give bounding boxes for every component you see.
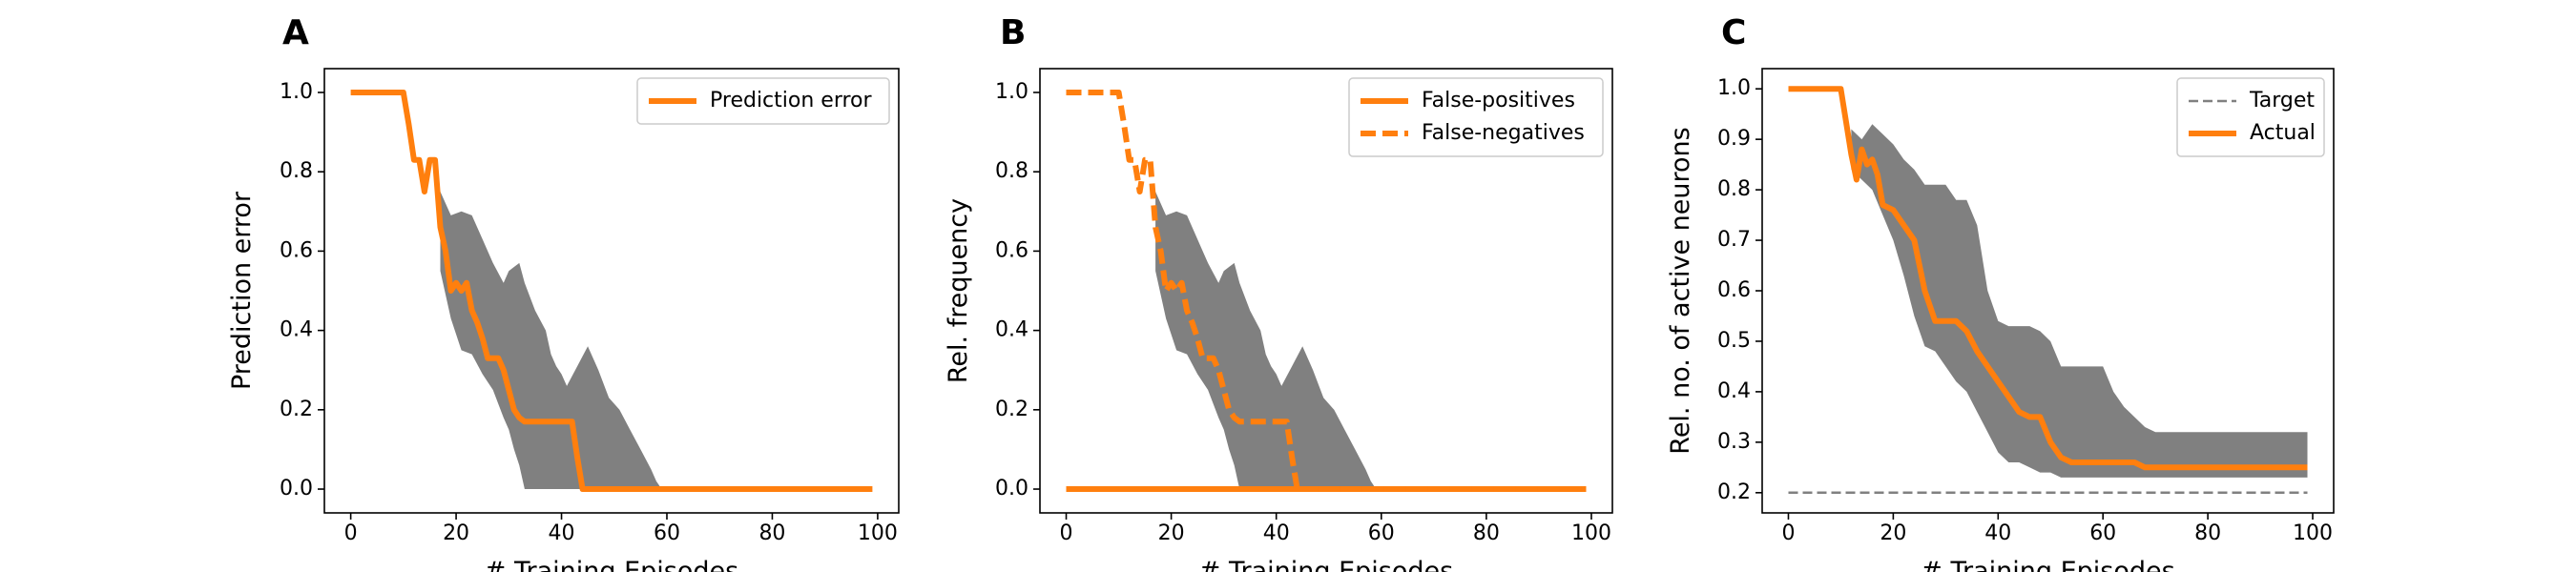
legend: Target Actual <box>2176 77 2325 157</box>
y-tick-label: 0.6 <box>1717 278 1751 302</box>
x-tick-label: 40 <box>549 521 575 545</box>
y-axis-label: Rel. no. of active neurons <box>1666 127 1695 454</box>
legend-label: Target <box>2249 89 2315 112</box>
x-tick-label: 0 <box>1060 521 1073 545</box>
plot-area <box>350 90 873 492</box>
y-tick-label: 1.0 <box>1717 76 1751 100</box>
panel-letter: C <box>1721 13 1746 52</box>
y-axis-label: Prediction error <box>227 191 257 390</box>
series-line-false-negatives <box>1066 90 1587 492</box>
x-axis-label: # Training Episodes <box>1199 557 1453 572</box>
y-tick-label: 0.6 <box>995 238 1028 262</box>
series-line-actual <box>1788 86 2308 471</box>
y-tick-label: 1.0 <box>280 80 313 104</box>
y-tick-label: 0.2 <box>1717 480 1751 504</box>
x-tick-label: 80 <box>758 521 785 545</box>
y-tick-label: 0.2 <box>280 398 313 421</box>
y-tick-label: 0.3 <box>1717 430 1751 454</box>
y-tick-label: 0.8 <box>280 159 313 183</box>
axes-frame <box>1039 68 1613 514</box>
y-tick-label: 0.8 <box>1717 177 1751 201</box>
x-tick-label: 60 <box>2089 521 2116 545</box>
y-tick-label: 0.4 <box>1717 379 1751 403</box>
legend-label: Actual <box>2250 121 2316 145</box>
plot-area <box>1788 86 2308 495</box>
panel-letter: B <box>1000 13 1026 52</box>
y-axis-label: Rel. frequency <box>944 198 973 383</box>
plot-area <box>1066 90 1587 492</box>
legend-label: Prediction error <box>710 89 872 112</box>
axes-frame <box>323 68 900 514</box>
legend-box <box>2176 77 2325 157</box>
x-tick-label: 80 <box>2194 521 2221 545</box>
variance-band <box>440 192 662 489</box>
x-tick-label: 40 <box>1984 521 2011 545</box>
legend-box <box>1348 77 1604 157</box>
x-tick-label: 20 <box>443 521 469 545</box>
variance-band <box>1851 124 2308 478</box>
y-tick-label: 0.8 <box>995 159 1028 183</box>
y-tick-label: 0.7 <box>1717 228 1751 252</box>
x-tick-label: 60 <box>1368 521 1395 545</box>
y-tick-label: 0.2 <box>995 398 1028 421</box>
x-tick-label: 0 <box>1781 521 1795 545</box>
x-tick-label: 100 <box>858 521 898 545</box>
y-tick-label: 0.4 <box>280 318 313 342</box>
x-tick-label: 0 <box>344 521 358 545</box>
y-tick-label: 0.5 <box>1717 329 1751 353</box>
x-tick-label: 60 <box>654 521 680 545</box>
x-axis-label: # Training Episodes <box>485 557 738 572</box>
y-tick-label: 0.9 <box>1717 127 1751 151</box>
x-tick-label: 20 <box>1880 521 1906 545</box>
legend-label: False-negatives <box>1422 121 1585 145</box>
x-tick-label: 20 <box>1158 521 1185 545</box>
variance-band <box>1155 192 1377 489</box>
x-tick-label: 100 <box>1571 521 1611 545</box>
y-tick-label: 0.0 <box>995 477 1028 500</box>
x-tick-label: 40 <box>1263 521 1290 545</box>
x-tick-label: 100 <box>2293 521 2333 545</box>
x-axis-label: # Training Episodes <box>1921 557 2174 572</box>
legend: Prediction error <box>636 77 890 125</box>
y-tick-label: 1.0 <box>995 80 1028 104</box>
series-line-prediction-error <box>350 90 873 492</box>
x-tick-label: 80 <box>1473 521 1500 545</box>
panel-a: A 0 20 40 60 80 100 0.0 0.2 0.4 0.6 0.8 1.0 # Trainin… <box>227 13 900 572</box>
panel-b: B 0 20 40 60 80 100 0.0 0.2 0.4 0.6 0.8 1.0 # Trainin… <box>944 13 1613 572</box>
legend-label: False-positives <box>1422 89 1575 112</box>
y-tick-label: 0.4 <box>995 318 1028 342</box>
y-tick-label: 0.0 <box>280 477 313 500</box>
panel-c: C 0 20 40 60 80 100 0.2 0.3 0.4 0.5 0.6 0.7 0.8 0.9 1.0… <box>1666 13 2335 572</box>
legend: False-positives False-negatives <box>1348 77 1604 157</box>
y-tick-label: 0.6 <box>280 238 313 262</box>
panel-letter: A <box>282 13 309 52</box>
legend-box <box>636 77 890 125</box>
